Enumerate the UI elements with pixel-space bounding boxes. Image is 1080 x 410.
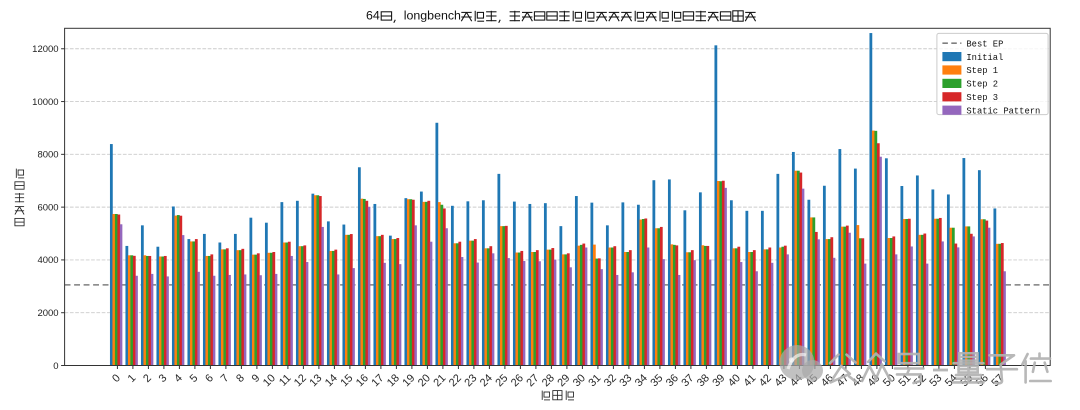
svg-text:8000: 8000 <box>37 150 58 161</box>
svg-text:6000: 6000 <box>37 202 58 213</box>
svg-text:10000: 10000 <box>32 97 58 108</box>
svg-text:Initial: Initial <box>966 53 1003 63</box>
svg-text:Step 2: Step 2 <box>966 80 998 90</box>
svg-text:Step 3: Step 3 <box>966 93 998 103</box>
svg-text:64: 64 <box>366 9 380 23</box>
svg-text:0: 0 <box>53 361 58 372</box>
svg-text:2000: 2000 <box>37 308 58 319</box>
svg-text:12000: 12000 <box>32 44 58 55</box>
svg-text:Static Pattern: Static Pattern <box>966 106 1040 116</box>
svg-text:4000: 4000 <box>37 255 58 266</box>
svg-text:Step 1: Step 1 <box>966 66 998 76</box>
svg-text:longbench: longbench <box>404 9 461 23</box>
svg-text:Best EP: Best EP <box>966 39 1003 49</box>
